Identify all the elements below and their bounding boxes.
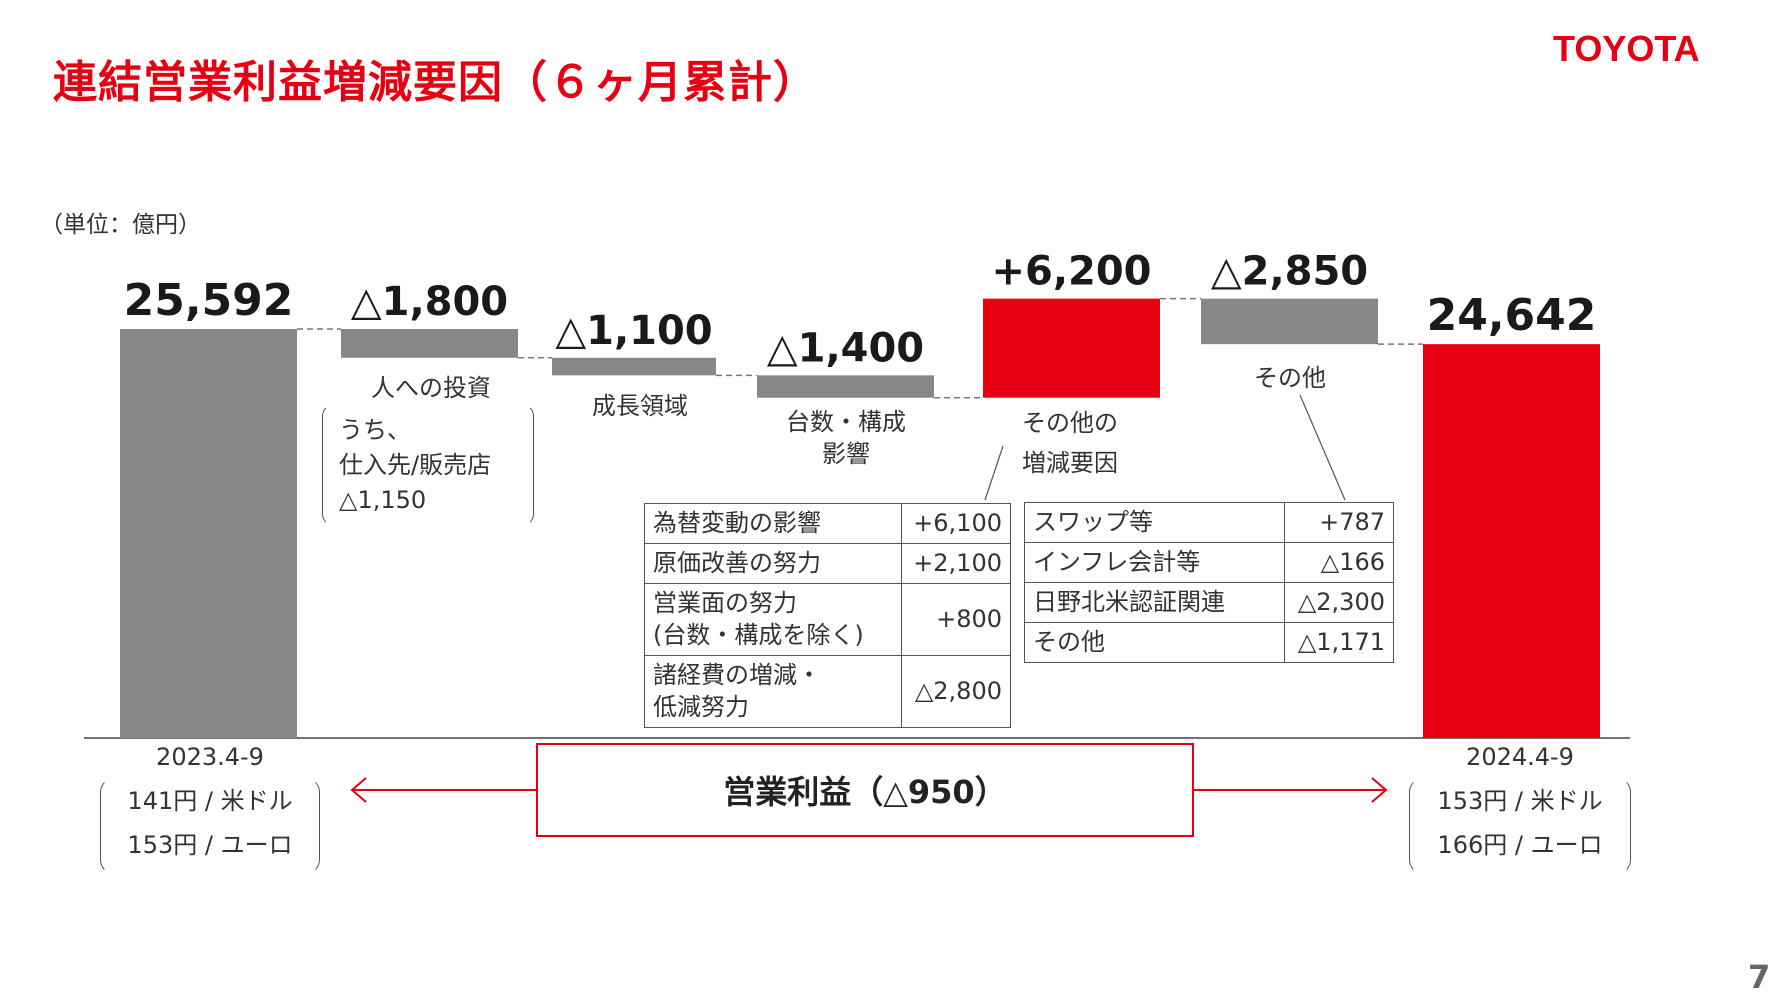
volume-mix-line-1: 台数・構成 bbox=[786, 408, 906, 436]
right-period-label: 2024.4-9 bbox=[1466, 743, 1574, 771]
right-fx-eur: 166円 / ユーロ bbox=[1437, 831, 1603, 859]
left-arrow-head bbox=[350, 777, 367, 803]
table-cell-item: 原価改善の努力 bbox=[644, 543, 902, 584]
table-row: 諸経費の増減・ 低減努力 △2,800 bbox=[644, 655, 1011, 728]
waterfall-bar bbox=[120, 329, 297, 738]
table-cell-item: 為替変動の影響 bbox=[644, 503, 902, 544]
bar-label-other-factors: その他の 増減要因 bbox=[982, 403, 1158, 483]
bar-value-label: △2,850 bbox=[1211, 249, 1368, 295]
table-row: その他 △1,171 bbox=[1024, 622, 1394, 663]
left-fx-box: 141円 / 米ドル 153円 / ユーロ bbox=[100, 778, 320, 874]
volume-mix-line-2: 影響 bbox=[822, 440, 870, 468]
table-row: 日野北米認証関連 △2,300 bbox=[1024, 582, 1394, 623]
waterfall-bar bbox=[1423, 344, 1600, 738]
bar-value-label: △1,100 bbox=[555, 308, 712, 354]
bar-value-label: △1,400 bbox=[767, 325, 924, 371]
waterfall-bar bbox=[757, 375, 934, 398]
table-cell-value: △166 bbox=[1284, 542, 1394, 583]
note-line-1: うち、 bbox=[339, 416, 411, 444]
leader-line bbox=[984, 445, 1004, 501]
table-row: インフレ会計等 △166 bbox=[1024, 542, 1394, 583]
table-cell-value: +2,100 bbox=[901, 543, 1011, 584]
table-cell-value: △1,171 bbox=[1284, 622, 1394, 663]
table-cell-item: スワップ等 bbox=[1024, 502, 1285, 543]
table-row: 為替変動の影響 +6,100 bbox=[644, 503, 1011, 544]
right-arrow-head bbox=[1371, 777, 1388, 803]
table-row: 原価改善の努力 +2,100 bbox=[644, 543, 1011, 584]
other-breakdown-table: スワップ等 +787 インフレ会計等 △166 日野北米認証関連 △2,300 … bbox=[1024, 502, 1394, 663]
operating-income-box: 営業利益（△950） bbox=[536, 743, 1194, 837]
bar-value-label: +6,200 bbox=[991, 249, 1151, 295]
note-line-3: △1,150 bbox=[339, 486, 427, 514]
left-fx-eur: 153円 / ユーロ bbox=[127, 831, 293, 859]
table-cell-item: その他 bbox=[1024, 622, 1285, 663]
table-cell-value: △2,800 bbox=[901, 655, 1011, 728]
operating-income-arrows bbox=[350, 777, 1388, 803]
waterfall-bar bbox=[341, 329, 518, 358]
waterfall-bar bbox=[1201, 298, 1378, 345]
right-fx-usd: 153円 / 米ドル bbox=[1437, 787, 1603, 815]
table-cell-item: 営業面の努力 (台数・構成を除く) bbox=[644, 583, 902, 656]
table-cell-item: 日野北米認証関連 bbox=[1024, 582, 1285, 623]
waterfall-bar bbox=[983, 298, 1160, 398]
table-row: スワップ等 +787 bbox=[1024, 502, 1394, 543]
toyota-logo: TOYOTA bbox=[1553, 28, 1700, 69]
bar-value-label: 25,592 bbox=[124, 275, 294, 326]
investment-note-bracket: うち、 仕入先/販売店 △1,150 bbox=[322, 404, 534, 526]
bar-label-other: その他 bbox=[1254, 364, 1326, 392]
leader-line bbox=[1299, 394, 1346, 501]
left-period-label: 2023.4-9 bbox=[156, 743, 264, 771]
other-factors-table: 為替変動の影響 +6,100 原価改善の努力 +2,100 営業面の努力 (台数… bbox=[644, 503, 1011, 728]
table-cell-value: +6,100 bbox=[901, 503, 1011, 544]
table-cell-item: インフレ会計等 bbox=[1024, 542, 1285, 583]
table-cell-value: +800 bbox=[901, 583, 1011, 656]
note-line-2: 仕入先/販売店 bbox=[339, 451, 492, 479]
other-factors-line-1: その他の bbox=[1022, 409, 1118, 437]
waterfall-bar bbox=[552, 357, 716, 376]
table-cell-value: △2,300 bbox=[1284, 582, 1394, 623]
left-fx-usd: 141円 / 米ドル bbox=[127, 787, 293, 815]
bar-value-label: △1,800 bbox=[351, 279, 508, 325]
page-title: 連結営業利益増減要因（６ヶ月累計） bbox=[53, 57, 818, 108]
table-row: 営業面の努力 (台数・構成を除く) +800 bbox=[644, 583, 1011, 656]
bar-label-growth-areas: 成長領域 bbox=[592, 392, 688, 420]
page-number: 7 bbox=[1748, 958, 1771, 996]
right-fx-box: 153円 / 米ドル 166円 / ユーロ bbox=[1409, 778, 1631, 874]
table-cell-value: +787 bbox=[1284, 502, 1394, 543]
unit-label: （単位：億円） bbox=[40, 212, 201, 238]
bar-label-investment-in-people: 人への投資 bbox=[371, 374, 491, 402]
table-cell-item: 諸経費の増減・ 低減努力 bbox=[644, 655, 902, 728]
bar-label-volume-mix: 台数・構成 影響 bbox=[758, 406, 934, 470]
bar-value-label: 24,642 bbox=[1427, 290, 1597, 341]
other-factors-line-2: 増減要因 bbox=[1022, 449, 1118, 477]
